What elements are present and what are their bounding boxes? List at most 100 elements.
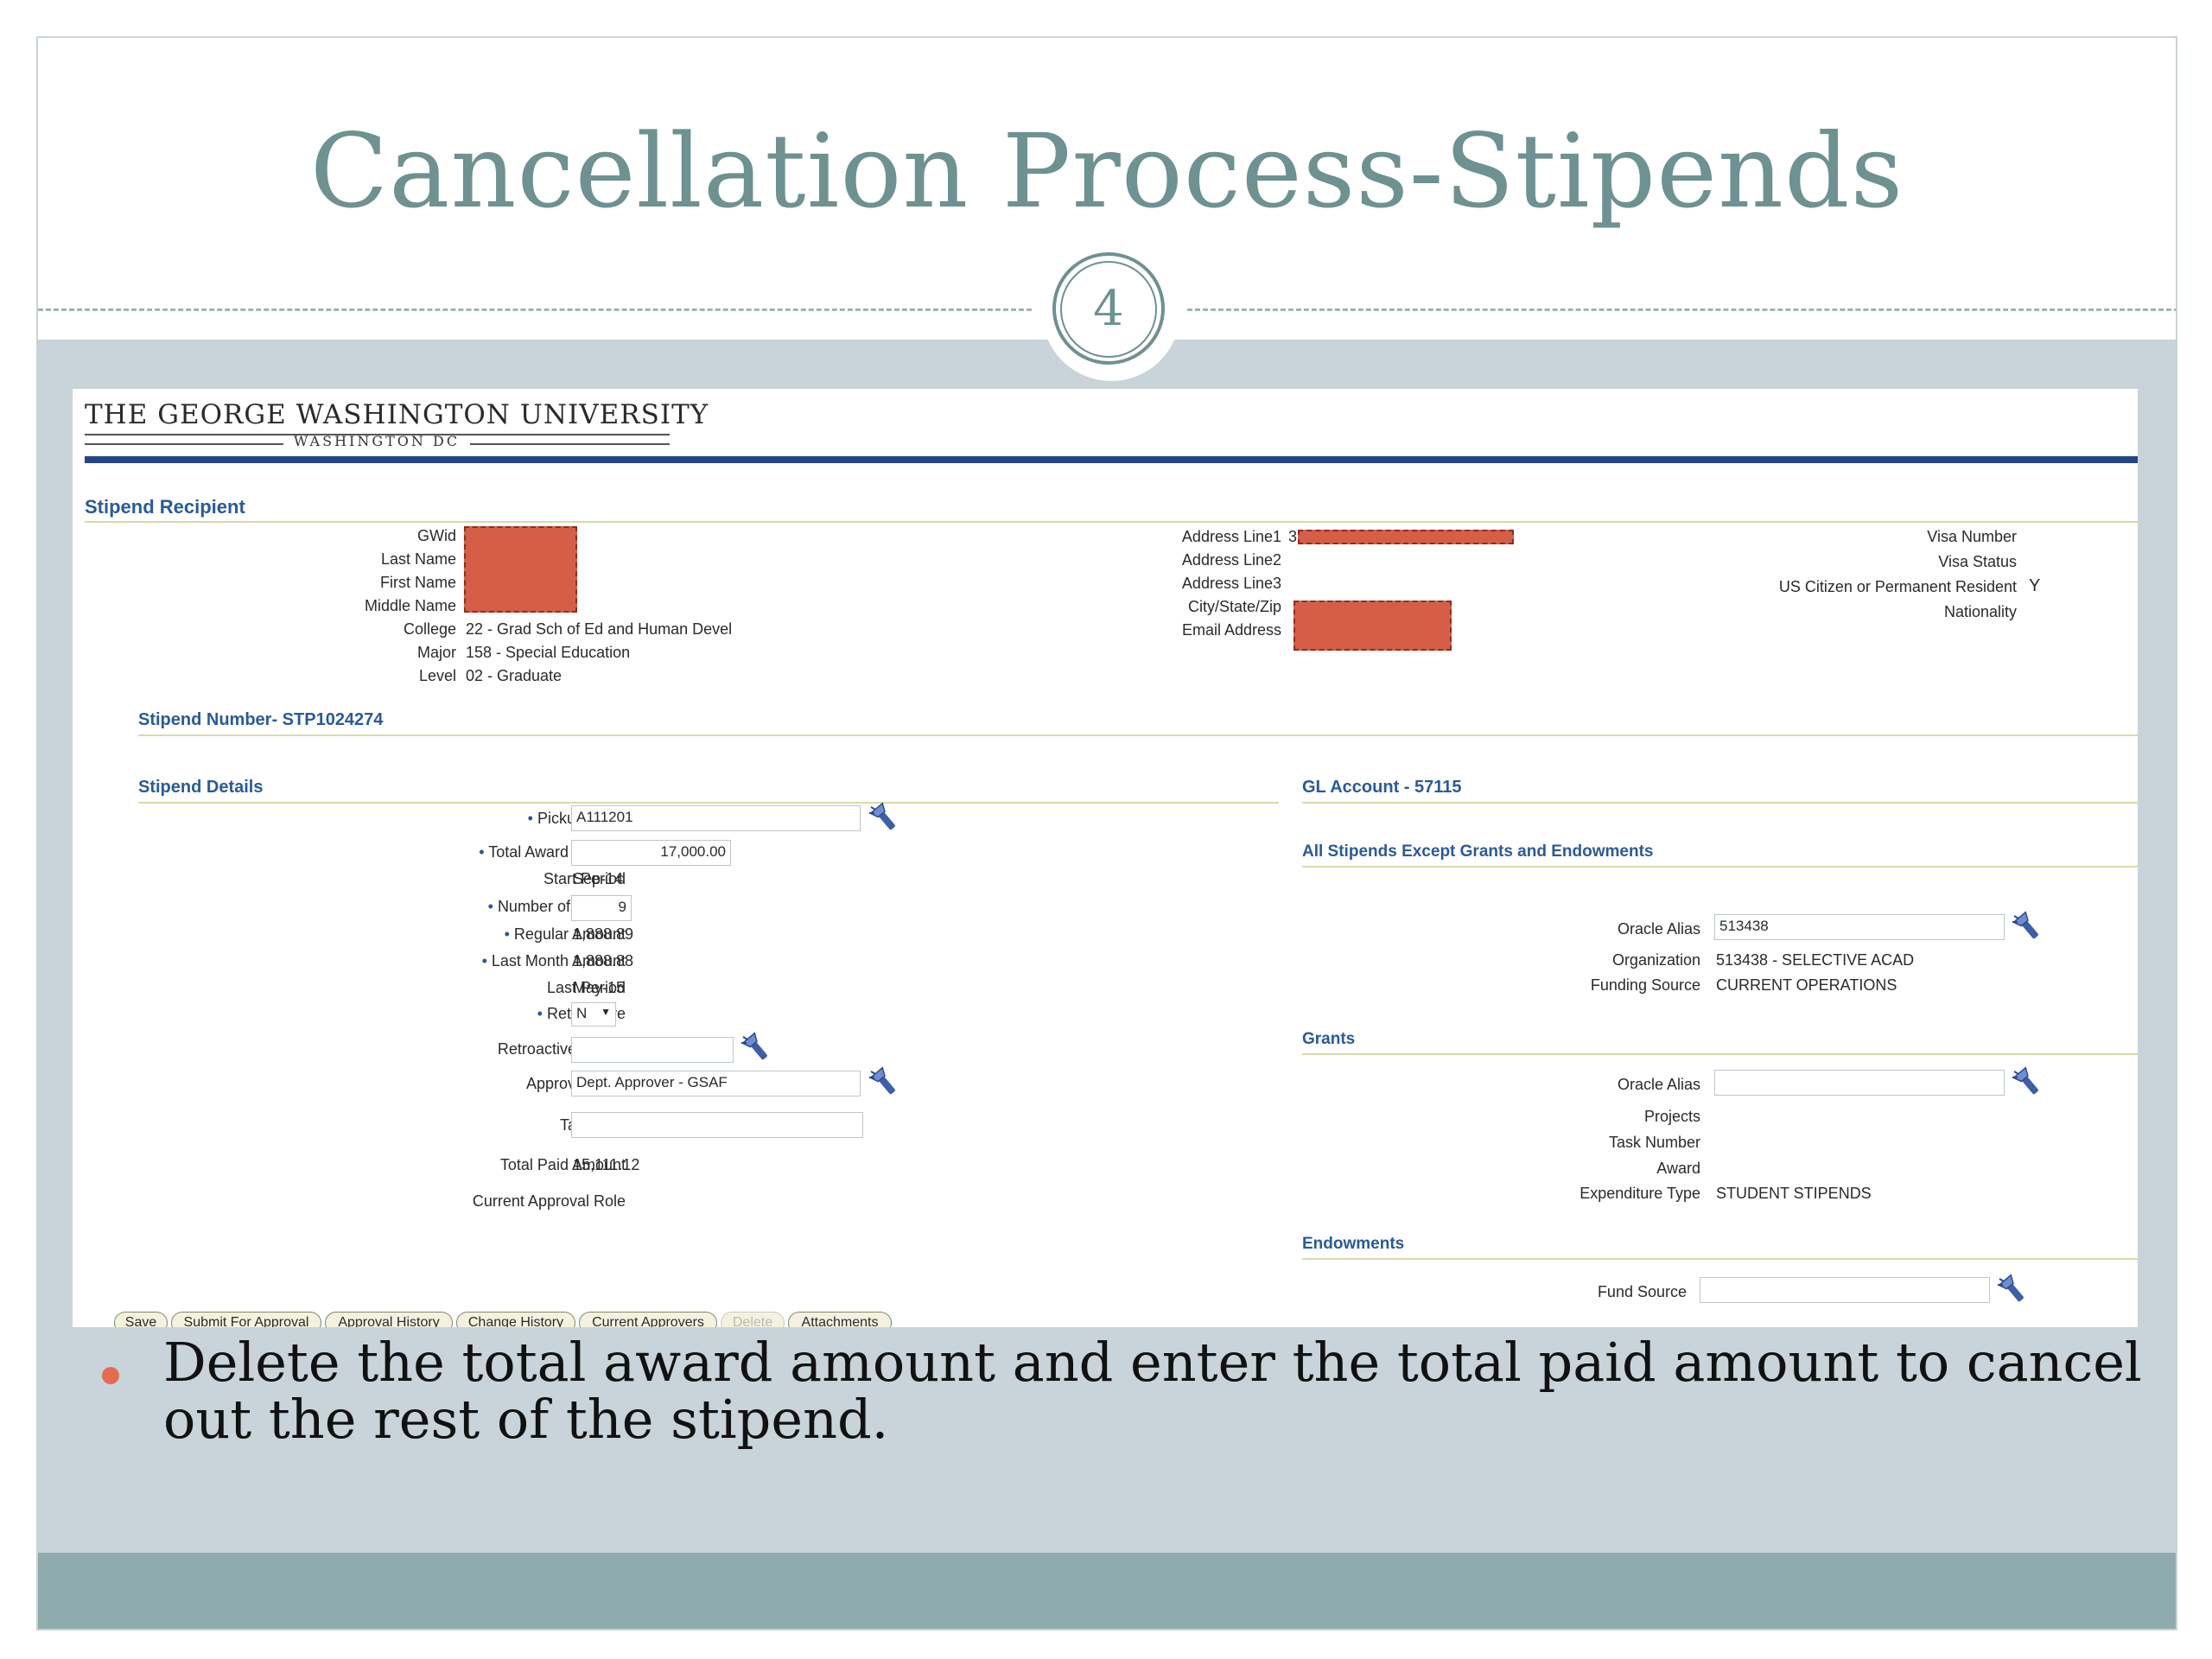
approver-role-flashlight-icon[interactable] xyxy=(868,1066,902,1099)
total-paid-amount-value: 15,111.12 xyxy=(573,1156,640,1173)
expenditure-type-value: STUDENT STIPENDS xyxy=(1716,1185,1872,1202)
slide: Cancellation Process-Stipends 4 THE GEOR… xyxy=(36,36,2177,1630)
organization-value: 513438 - SELECTIVE ACAD xyxy=(1716,951,1915,969)
level-label: Level xyxy=(418,667,456,684)
logo-rule-right xyxy=(470,443,670,445)
major-label: Major xyxy=(416,644,456,661)
organization-label: Organization xyxy=(1611,951,1700,969)
retroactive-selected: N xyxy=(576,1005,588,1021)
email-address-label: Email Address xyxy=(1181,621,1281,639)
fund-source-label: Fund Source xyxy=(1597,1283,1687,1300)
projects-label: Projects xyxy=(1643,1108,1700,1125)
section-rule xyxy=(85,521,2138,523)
visa-number-label: Visa Number xyxy=(1927,528,2017,545)
grants-oracle-alias-field[interactable] xyxy=(1714,1070,2005,1096)
tax-code-field[interactable] xyxy=(571,1112,863,1138)
level-value: 02 - Graduate xyxy=(466,667,563,684)
award-label: Award xyxy=(1656,1160,1700,1177)
retroactive-period-field[interactable] xyxy=(571,1037,734,1063)
address-line1-label: Address Line1 xyxy=(1181,528,1281,545)
slide-footer-band xyxy=(38,1553,2176,1629)
regular-amount-label: • Regular Amount xyxy=(504,925,626,943)
college-label: College xyxy=(403,620,456,638)
redacted-address xyxy=(1298,530,1514,544)
funding-source-value: CURRENT OPERATIONS xyxy=(1716,976,1897,994)
number-of-months-field[interactable]: 9 xyxy=(571,895,632,921)
section-rule xyxy=(1302,1053,2138,1055)
stipend-form-screenshot: THE GEORGE WASHINGTON UNIVERSITY WASHING… xyxy=(73,389,2138,1327)
us-citizen-value: Y xyxy=(2029,576,2041,595)
address-line2-label: Address Line2 xyxy=(1181,551,1281,569)
section-rule xyxy=(1302,1258,2138,1260)
last-month-amount-label: • Last Month Amount xyxy=(481,952,626,969)
submit-for-approval-button[interactable]: Submit For Approval xyxy=(171,1312,321,1327)
regular-amount-value: 1,888.89 xyxy=(573,925,634,943)
delete-button[interactable]: Delete xyxy=(721,1312,785,1327)
divider-left xyxy=(38,308,1032,311)
section-endowments: Endowments xyxy=(1302,1235,1405,1253)
middle-name-label: Middle Name xyxy=(364,597,456,614)
page-number-ring xyxy=(1052,252,1165,365)
start-period-value: Sep-14 xyxy=(573,870,624,887)
university-location: WASHINGTON DC xyxy=(293,433,461,449)
section-grants: Grants xyxy=(1302,1030,1356,1048)
section-rule xyxy=(138,802,1279,804)
grants-oracle-flashlight-icon[interactable] xyxy=(2011,1066,2045,1099)
retroactive-period-flashlight-icon[interactable] xyxy=(740,1032,774,1065)
section-gl-account: GL Account - 57115 xyxy=(1302,778,1462,797)
section-stipend-recipient: Stipend Recipient xyxy=(85,496,245,518)
approval-history-button[interactable]: Approval History xyxy=(325,1312,453,1327)
pickup-code-flashlight-icon[interactable] xyxy=(868,802,902,835)
gwid-label: GWid xyxy=(417,527,456,544)
current-approvers-button[interactable]: Current Approvers xyxy=(579,1312,717,1327)
change-history-button[interactable]: Change History xyxy=(456,1312,575,1327)
city-state-zip-label: City/State/Zip xyxy=(1187,598,1281,615)
stipend-number-heading: Stipend Number- STP1024274 xyxy=(138,710,384,729)
last-period-label: Last Period xyxy=(546,979,626,996)
fund-source-field[interactable] xyxy=(1700,1277,1990,1303)
instruction-bullet: Delete the total award amount and enter … xyxy=(163,1331,2142,1451)
retroactive-select[interactable]: N ▼ xyxy=(571,1002,616,1027)
redacted-contact-block xyxy=(1294,601,1452,651)
address-line3-label: Address Line3 xyxy=(1181,575,1281,592)
pickup-code-field[interactable]: A111201 xyxy=(571,805,861,831)
last-period-value: May-15 xyxy=(573,979,626,996)
oracle-alias-flashlight-icon[interactable] xyxy=(2011,911,2045,944)
section-rule xyxy=(1302,802,2138,804)
oracle-alias-label: Oracle Alias xyxy=(1617,920,1700,938)
divider-right xyxy=(1187,308,2176,311)
oracle-alias-field[interactable]: 513438 xyxy=(1714,914,2005,940)
us-citizen-label: US Citizen or Permanent Resident xyxy=(1778,578,2017,595)
section-stipend-details: Stipend Details xyxy=(138,778,264,797)
approver-role-field[interactable]: Dept. Approver - GSAF xyxy=(571,1071,861,1096)
visa-status-label: Visa Status xyxy=(1938,553,2017,570)
page-number: 4 xyxy=(1060,261,1157,358)
chevron-down-icon: ▼ xyxy=(601,1006,611,1018)
nationality-label: Nationality xyxy=(1943,603,2017,620)
total-award-field[interactable]: 17,000.00 xyxy=(571,840,731,866)
last-month-amount-value: 1,888.88 xyxy=(573,952,634,969)
redacted-name-block xyxy=(464,526,577,613)
funding-source-label: Funding Source xyxy=(1590,976,1700,994)
section-rule xyxy=(138,734,2138,736)
task-number-label: Task Number xyxy=(1608,1134,1700,1151)
address-line1-value: 3 xyxy=(1288,528,1298,545)
section-rule xyxy=(1302,866,2138,868)
expenditure-type-label: Expenditure Type xyxy=(1580,1185,1700,1202)
section-all-stipends: All Stipends Except Grants and Endowment… xyxy=(1302,842,1654,861)
total-paid-amount-label: Total Paid Amount xyxy=(499,1156,626,1173)
college-value: 22 - Grad Sch of Ed and Human Devel xyxy=(466,620,733,638)
save-button[interactable]: Save xyxy=(114,1312,168,1327)
current-approval-role-label: Current Approval Role xyxy=(472,1192,626,1210)
grants-oracle-alias-label: Oracle Alias xyxy=(1617,1076,1700,1093)
major-value: 158 - Special Education xyxy=(466,644,631,661)
first-name-label: First Name xyxy=(379,574,456,591)
last-name-label: Last Name xyxy=(380,550,456,568)
university-logo-title: THE GEORGE WASHINGTON UNIVERSITY xyxy=(85,399,709,430)
attachments-button[interactable]: Attachments xyxy=(788,1312,892,1327)
logo-rule xyxy=(85,434,670,435)
slide-title: Cancellation Process-Stipends xyxy=(309,111,1904,231)
fund-source-flashlight-icon[interactable] xyxy=(1996,1274,2031,1306)
logo-rule-left xyxy=(85,443,283,445)
start-period-label: Start Period xyxy=(543,870,626,887)
